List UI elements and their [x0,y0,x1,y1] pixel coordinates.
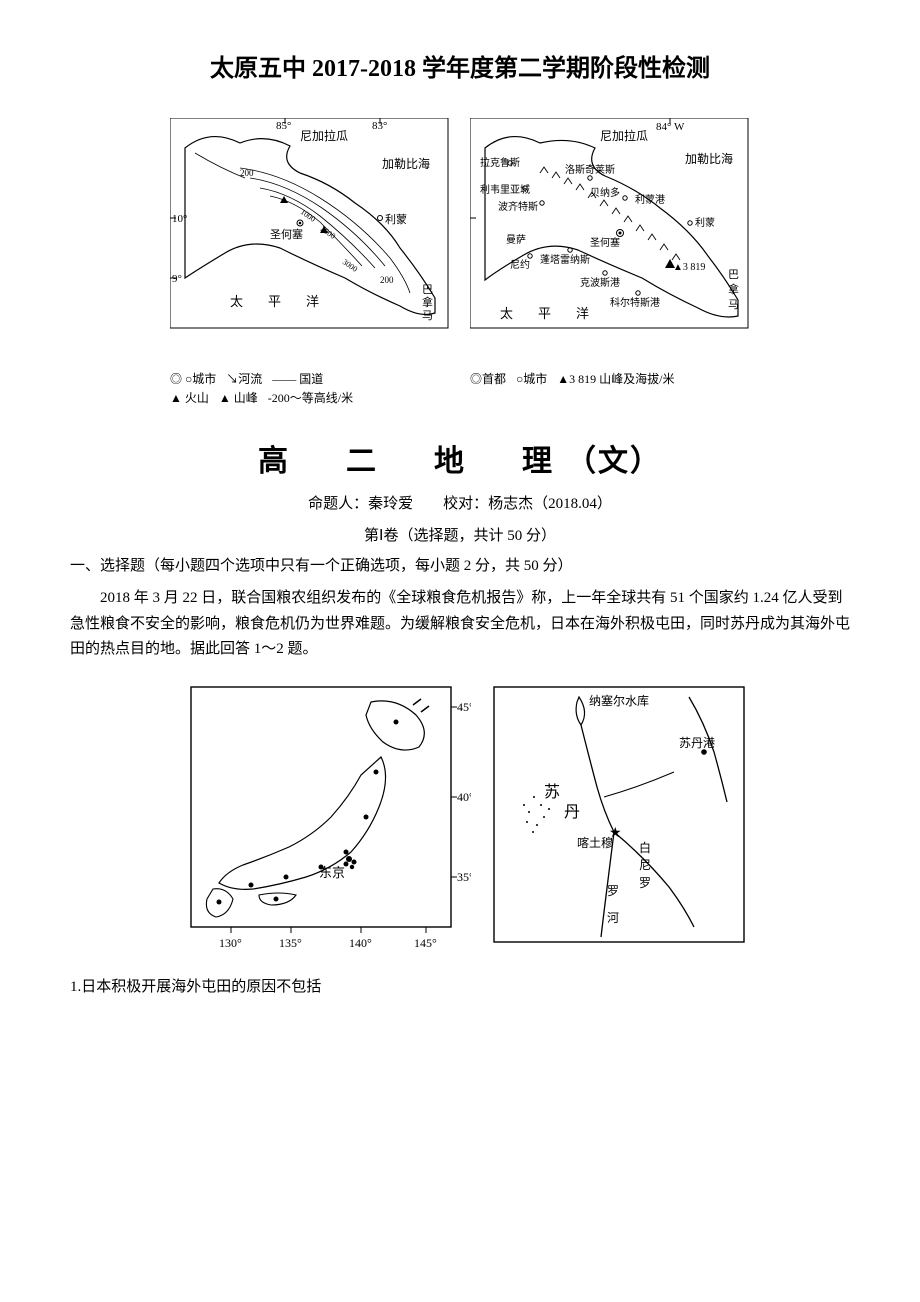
label-quepos: 克波斯港 [580,276,620,289]
map-japan: 东京 45° 40° 35° 130° 135° 140° 145° [171,677,471,966]
legend-left: ◎ ○城市 ↘河流 —— 国道 ▲ 火山 ▲ 山峰 -200～等高线/米 [170,370,450,408]
legend-peak: ▲ 山峰 [219,389,258,408]
label-nicaragua: 尼加拉瓜 [300,128,348,143]
section-line: 第Ⅰ卷（选择题，共计 50 分） [70,524,850,548]
label-khartoum: 喀土穆 [577,835,613,850]
label-sudan2: 丹 [564,804,580,821]
label-lat9: 9° [172,273,182,285]
map-sudan: ★ 纳塞尔水库 苏丹港 苏 丹 喀土穆 白 尼 罗 罗 河 [489,677,749,966]
label-caribbean: 加勒比海 [382,156,430,171]
subject-title-paren: （文） [566,445,662,478]
label-nicaragua-r: 尼加拉瓜 [600,128,648,143]
contour-200b: 200 [380,275,394,285]
map-costa-rica-contours: 尼加拉瓜 加勒比海 利蒙 圣何塞 巴 拿 马 太 平 洋 85° 83° 10°… [170,118,450,408]
legend-city: ◎ ○城市 [170,370,216,389]
legend-right: ◎首都 ○城市 ▲3 819 山峰及海拔/米 [470,370,750,389]
subject-title: 高 二 地 理（文） [70,438,850,486]
label-panama-r1: 巴 [728,269,739,281]
label-mansa: 曼萨 [506,234,526,246]
label-blue1: 罗 [639,876,651,890]
label-panama-left1: 巴 [422,284,433,296]
label-sudan1: 苏 [544,783,560,801]
map-svg-sudan: ★ 纳塞尔水库 苏丹港 苏 丹 喀土穆 白 尼 罗 罗 河 [489,677,749,957]
map-svg-japan: 东京 45° 40° 35° 130° 135° 140° 145° [171,677,471,957]
label-white2: 尼 [639,858,651,872]
label-panama-r3: 马 [728,298,739,311]
legend-contour: -200～等高线/米 [268,389,353,408]
top-map-row: 尼加拉瓜 加勒比海 利蒙 圣何塞 巴 拿 马 太 平 洋 85° 83° 10°… [70,118,850,408]
label-white4: 河 [607,911,619,925]
label-bagaces: 波齐特斯 [498,200,538,213]
label-limon: 利蒙 [385,213,407,226]
label-lat10: 10° [172,213,187,225]
legend-peak-r: ▲3 819 山峰及海拔/米 [557,370,674,389]
label-lat40: 40° [457,790,471,804]
label-lon130: 130° [219,936,242,950]
map-costa-rica-cities: 尼加拉瓜 加勒比海 拉克鲁斯 洛斯奇莱斯 利韦里亚城 波齐特斯 贝纳多 利蒙港 … [470,118,750,408]
subject-title-main: 高 二 地 理 [258,445,566,478]
contour-200a: 200 [240,168,254,178]
legend-road: —— 国道 [272,370,323,389]
label-lacruz: 拉克鲁斯 [480,156,520,169]
label-sanjose-r: 圣何塞 [590,236,620,249]
label-limon-r: 利蒙 [695,216,715,229]
label-panama-r2: 拿 [728,282,739,296]
label-white3: 罗 [607,884,619,898]
label-white1: 白 [639,840,651,855]
label-port-sudan: 苏丹港 [679,736,715,750]
legend-capital-r: ◎首都 [470,370,506,389]
label-nicoya: 尼约 [510,258,530,271]
instruction-line: 一、选择题（每小题四个选项中只有一个正确选项，每小题 2 分，共 50 分） [70,554,850,578]
label-lat35: 35° [457,870,471,884]
label-cortes: 科尔特斯港 [610,296,660,309]
legend-river: ↘河流 [226,370,262,389]
label-loschiles: 洛斯奇莱斯 [565,163,615,176]
author-line: 命题人：秦玲爱 校对：杨志杰（2018.04） [70,492,850,516]
label-sanjose: 圣何塞 [270,227,303,241]
label-liberia: 利韦里亚城 [480,184,530,196]
question-map-row: 东京 45° 40° 35° 130° 135° 140° 145° [70,677,850,966]
label-lon85: 85° [276,120,291,132]
legend-volcano: ▲ 火山 [170,389,209,408]
label-nasser: 纳塞尔水库 [589,693,649,708]
label-panama-left3: 马 [422,309,433,322]
label-lon83: 83° [372,120,387,132]
label-lon84w: 84° W [656,121,685,133]
passage-text: 2018 年 3 月 22 日，联合国粮农组织发布的《全球粮食危机报告》称，上一… [70,586,850,663]
question-1: 1.日本积极开展海外屯田的原因不包括 [70,975,850,999]
map-svg-left: 尼加拉瓜 加勒比海 利蒙 圣何塞 巴 拿 马 太 平 洋 85° 83° 10°… [170,118,450,358]
page-title: 太原五中 2017-2018 学年度第二学期阶段性检测 [70,50,850,88]
label-puntarenas: 蓬塔雷纳斯 [540,253,590,266]
label-3819: ▲3 819 [673,262,705,273]
label-panama-left2: 拿 [422,295,433,309]
label-lat45: 45° [457,700,471,714]
label-limon2: 利蒙港 [635,193,665,206]
label-lon145: 145° [414,936,437,950]
map-svg-right: 尼加拉瓜 加勒比海 拉克鲁斯 洛斯奇莱斯 利韦里亚城 波齐特斯 贝纳多 利蒙港 … [470,118,750,358]
label-pacific-r: 太 平 洋 [500,306,595,321]
legend-city-r: ○城市 [516,370,547,389]
label-caribbean-r: 加勒比海 [685,151,733,166]
label-canas: 贝纳多 [590,186,620,199]
label-tokyo: 东京 [319,865,345,880]
label-lon140: 140° [349,936,372,950]
label-lon135: 135° [279,936,302,950]
label-pacific: 太 平 洋 [230,294,325,309]
